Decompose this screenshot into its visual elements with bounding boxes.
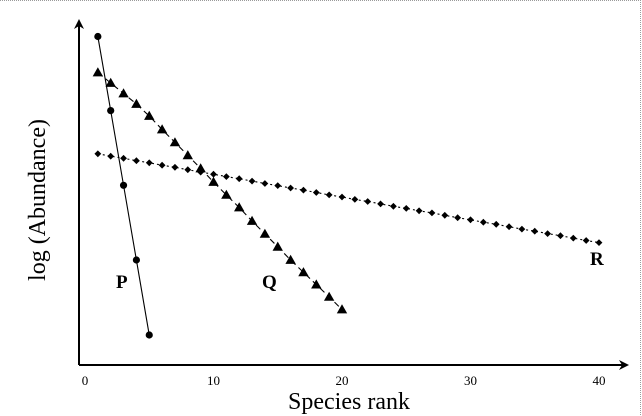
point-R-40	[595, 239, 603, 246]
point-R-15	[274, 182, 282, 189]
series-label-Q: Q	[262, 272, 277, 293]
point-P-1	[94, 32, 102, 41]
x-tick-label-0: 0	[82, 373, 89, 388]
point-R-3	[120, 154, 127, 162]
point-R-1	[94, 150, 102, 158]
point-R-14	[261, 180, 269, 187]
point-Q-2	[105, 77, 116, 87]
point-R-31	[479, 218, 487, 226]
point-R-21	[351, 196, 359, 203]
point-Q-16	[285, 254, 296, 264]
point-R-27	[428, 209, 436, 217]
y-axis-title: log (Abundance)	[25, 119, 51, 281]
point-Q-19	[323, 291, 335, 301]
point-R-17	[300, 186, 307, 194]
point-Q-8	[182, 150, 193, 160]
point-R-12	[235, 175, 243, 183]
x-tick-label-10: 10	[207, 373, 220, 388]
point-R-16	[287, 184, 294, 192]
point-R-30	[467, 216, 474, 224]
point-P-2	[107, 107, 115, 115]
series-label-R: R	[590, 249, 604, 270]
x-axis-title: Species rank	[288, 389, 410, 415]
series-layer	[92, 32, 603, 339]
point-R-6	[158, 161, 166, 169]
point-R-10	[210, 170, 217, 178]
point-R-8	[184, 166, 192, 174]
point-Q-3	[118, 88, 129, 98]
point-R-25	[402, 205, 410, 212]
point-Q-15	[272, 241, 283, 251]
point-R-24	[390, 202, 397, 210]
point-R-23	[377, 200, 384, 208]
x-tick-label-40: 40	[593, 373, 606, 388]
point-Q-7	[169, 137, 181, 147]
series-labels: P Q R	[116, 249, 604, 293]
point-Q-18	[311, 279, 322, 289]
point-R-2	[107, 152, 115, 160]
point-Q-13	[246, 215, 258, 225]
point-Q-11	[221, 189, 232, 199]
point-R-5	[145, 159, 153, 167]
point-R-29	[454, 214, 462, 222]
point-Q-6	[156, 124, 168, 134]
x-tick-label-30: 30	[464, 373, 477, 388]
series-Q	[92, 67, 348, 314]
point-Q-20	[336, 304, 348, 314]
point-P-4	[132, 256, 140, 264]
point-R-11	[222, 173, 230, 180]
point-R-26	[415, 207, 423, 215]
point-P-5	[145, 331, 153, 339]
point-R-32	[492, 220, 500, 228]
point-Q-17	[298, 267, 309, 277]
point-R-34	[518, 225, 526, 233]
point-R-7	[171, 163, 179, 171]
point-Q-5	[144, 110, 155, 120]
point-R-36	[544, 230, 551, 237]
point-R-38	[569, 234, 577, 242]
x-tick-labels: 0 10 20 30 40	[82, 373, 606, 388]
point-R-13	[248, 177, 256, 185]
point-R-20	[338, 193, 346, 201]
point-R-9	[197, 168, 205, 176]
point-Q-1	[92, 67, 104, 77]
point-R-37	[557, 232, 564, 240]
point-R-22	[364, 198, 372, 205]
point-R-28	[441, 211, 449, 219]
x-tick-label-20: 20	[336, 373, 349, 388]
point-Q-10	[208, 176, 219, 186]
point-R-33	[505, 223, 513, 231]
point-R-35	[531, 227, 539, 235]
axes	[74, 19, 629, 370]
point-Q-12	[234, 202, 245, 212]
point-Q-14	[259, 228, 271, 238]
point-R-19	[325, 191, 333, 199]
point-P-3	[119, 181, 128, 189]
point-R-18	[312, 189, 320, 196]
point-R-39	[582, 237, 590, 244]
point-Q-4	[131, 98, 142, 108]
series-R	[94, 150, 603, 246]
point-Q-9	[195, 163, 206, 173]
point-R-4	[133, 157, 140, 165]
series-label-P: P	[116, 272, 128, 293]
